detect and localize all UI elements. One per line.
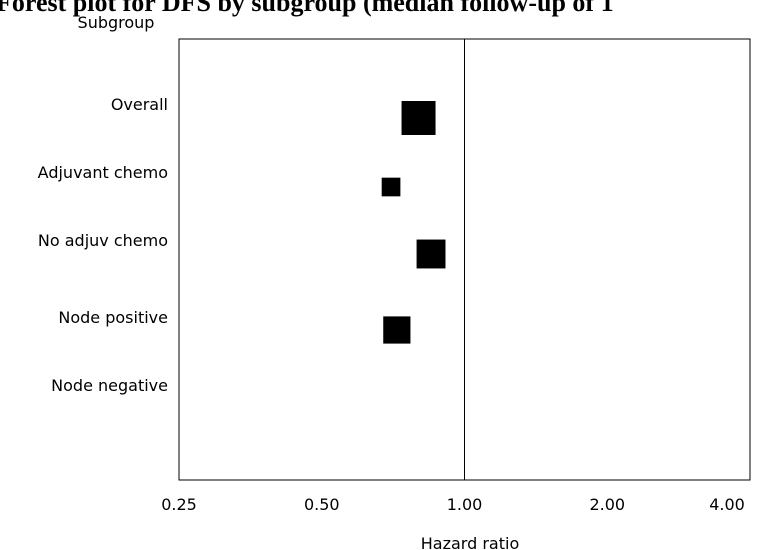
x-tick-labels: 0.25 0.50 1.00 2.00 4.00 [161, 495, 745, 514]
hazard-ratio-marker [401, 101, 436, 135]
hazard-ratio-marker [383, 316, 411, 344]
subgroup-label: Adjuvant chemo [38, 163, 168, 182]
x-axis-label: Hazard ratio [421, 534, 519, 550]
subgroup-labels: Overall Adjuvant chemo No adjuv chemo Node … [38, 95, 168, 395]
subgroup-label: Node positive [58, 308, 168, 327]
hazard-ratio-marker [416, 239, 446, 269]
x-tick-label: 4.00 [709, 495, 745, 514]
hazard-ratio-marker [381, 177, 401, 197]
subgroup-label: Overall [111, 95, 168, 114]
hazard-ratio-markers [381, 101, 446, 344]
x-tick-label: 0.25 [161, 495, 197, 514]
x-tick-label: 0.50 [304, 495, 340, 514]
subgroup-label: Node negative [51, 376, 168, 395]
subgroup-label: No adjuv chemo [38, 231, 168, 250]
chart-title: Forest plot for DFS by subgroup (median … [0, 0, 614, 17]
x-tick-label: 1.00 [447, 495, 483, 514]
x-tick-label: 2.00 [589, 495, 625, 514]
y-axis-label: Subgroup [78, 13, 155, 32]
